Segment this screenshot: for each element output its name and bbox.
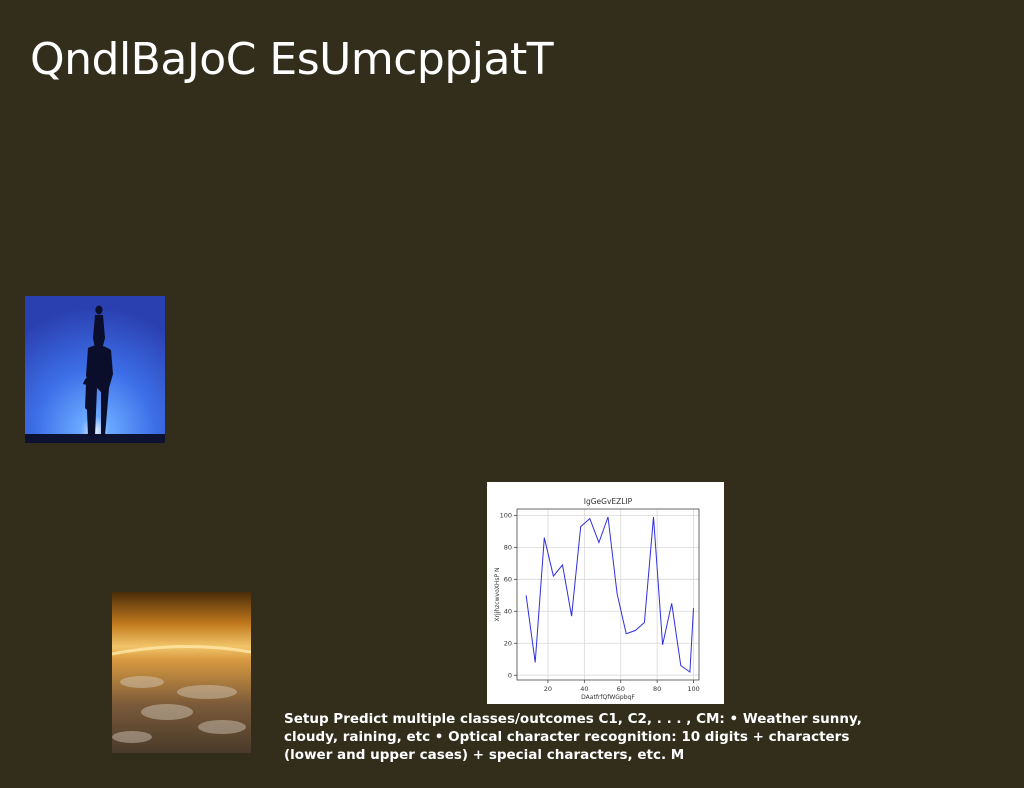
chart-title: IgGeGvEZLIP [584,497,633,506]
x-tick-label: 60 [617,685,625,693]
line-chart: 20 40 60 80 100 0 20 40 60 80 100 IgGeGvEZLIP DAatfr… [487,482,724,704]
plot-frame [516,508,700,681]
slide-title: QndlBaJoC EsUmcppjatT [30,34,554,85]
y-tick-label: 20 [504,639,512,647]
x-axis-label: DAatfrfQfWGpbqF [581,694,635,701]
y-tick-label: 80 [504,544,512,552]
series-line [525,516,694,673]
y-tick-label: 40 [504,607,512,615]
earth-horizon-image [112,592,251,753]
slide-body-text: Setup Predict multiple classes/outcomes … [284,711,862,763]
x-tick-label: 80 [653,685,661,693]
y-tick-label: 100 [500,512,512,520]
y-axis-label: XrjjhzcwvoXHsP N [494,567,501,621]
y-tick-label: 0 [508,671,512,679]
rider-silhouette-image [25,296,165,443]
x-tick-label: 20 [544,685,552,693]
y-tick-label: 60 [504,576,512,584]
x-tick-label: 100 [687,685,699,693]
x-tick-label: 40 [580,685,588,693]
